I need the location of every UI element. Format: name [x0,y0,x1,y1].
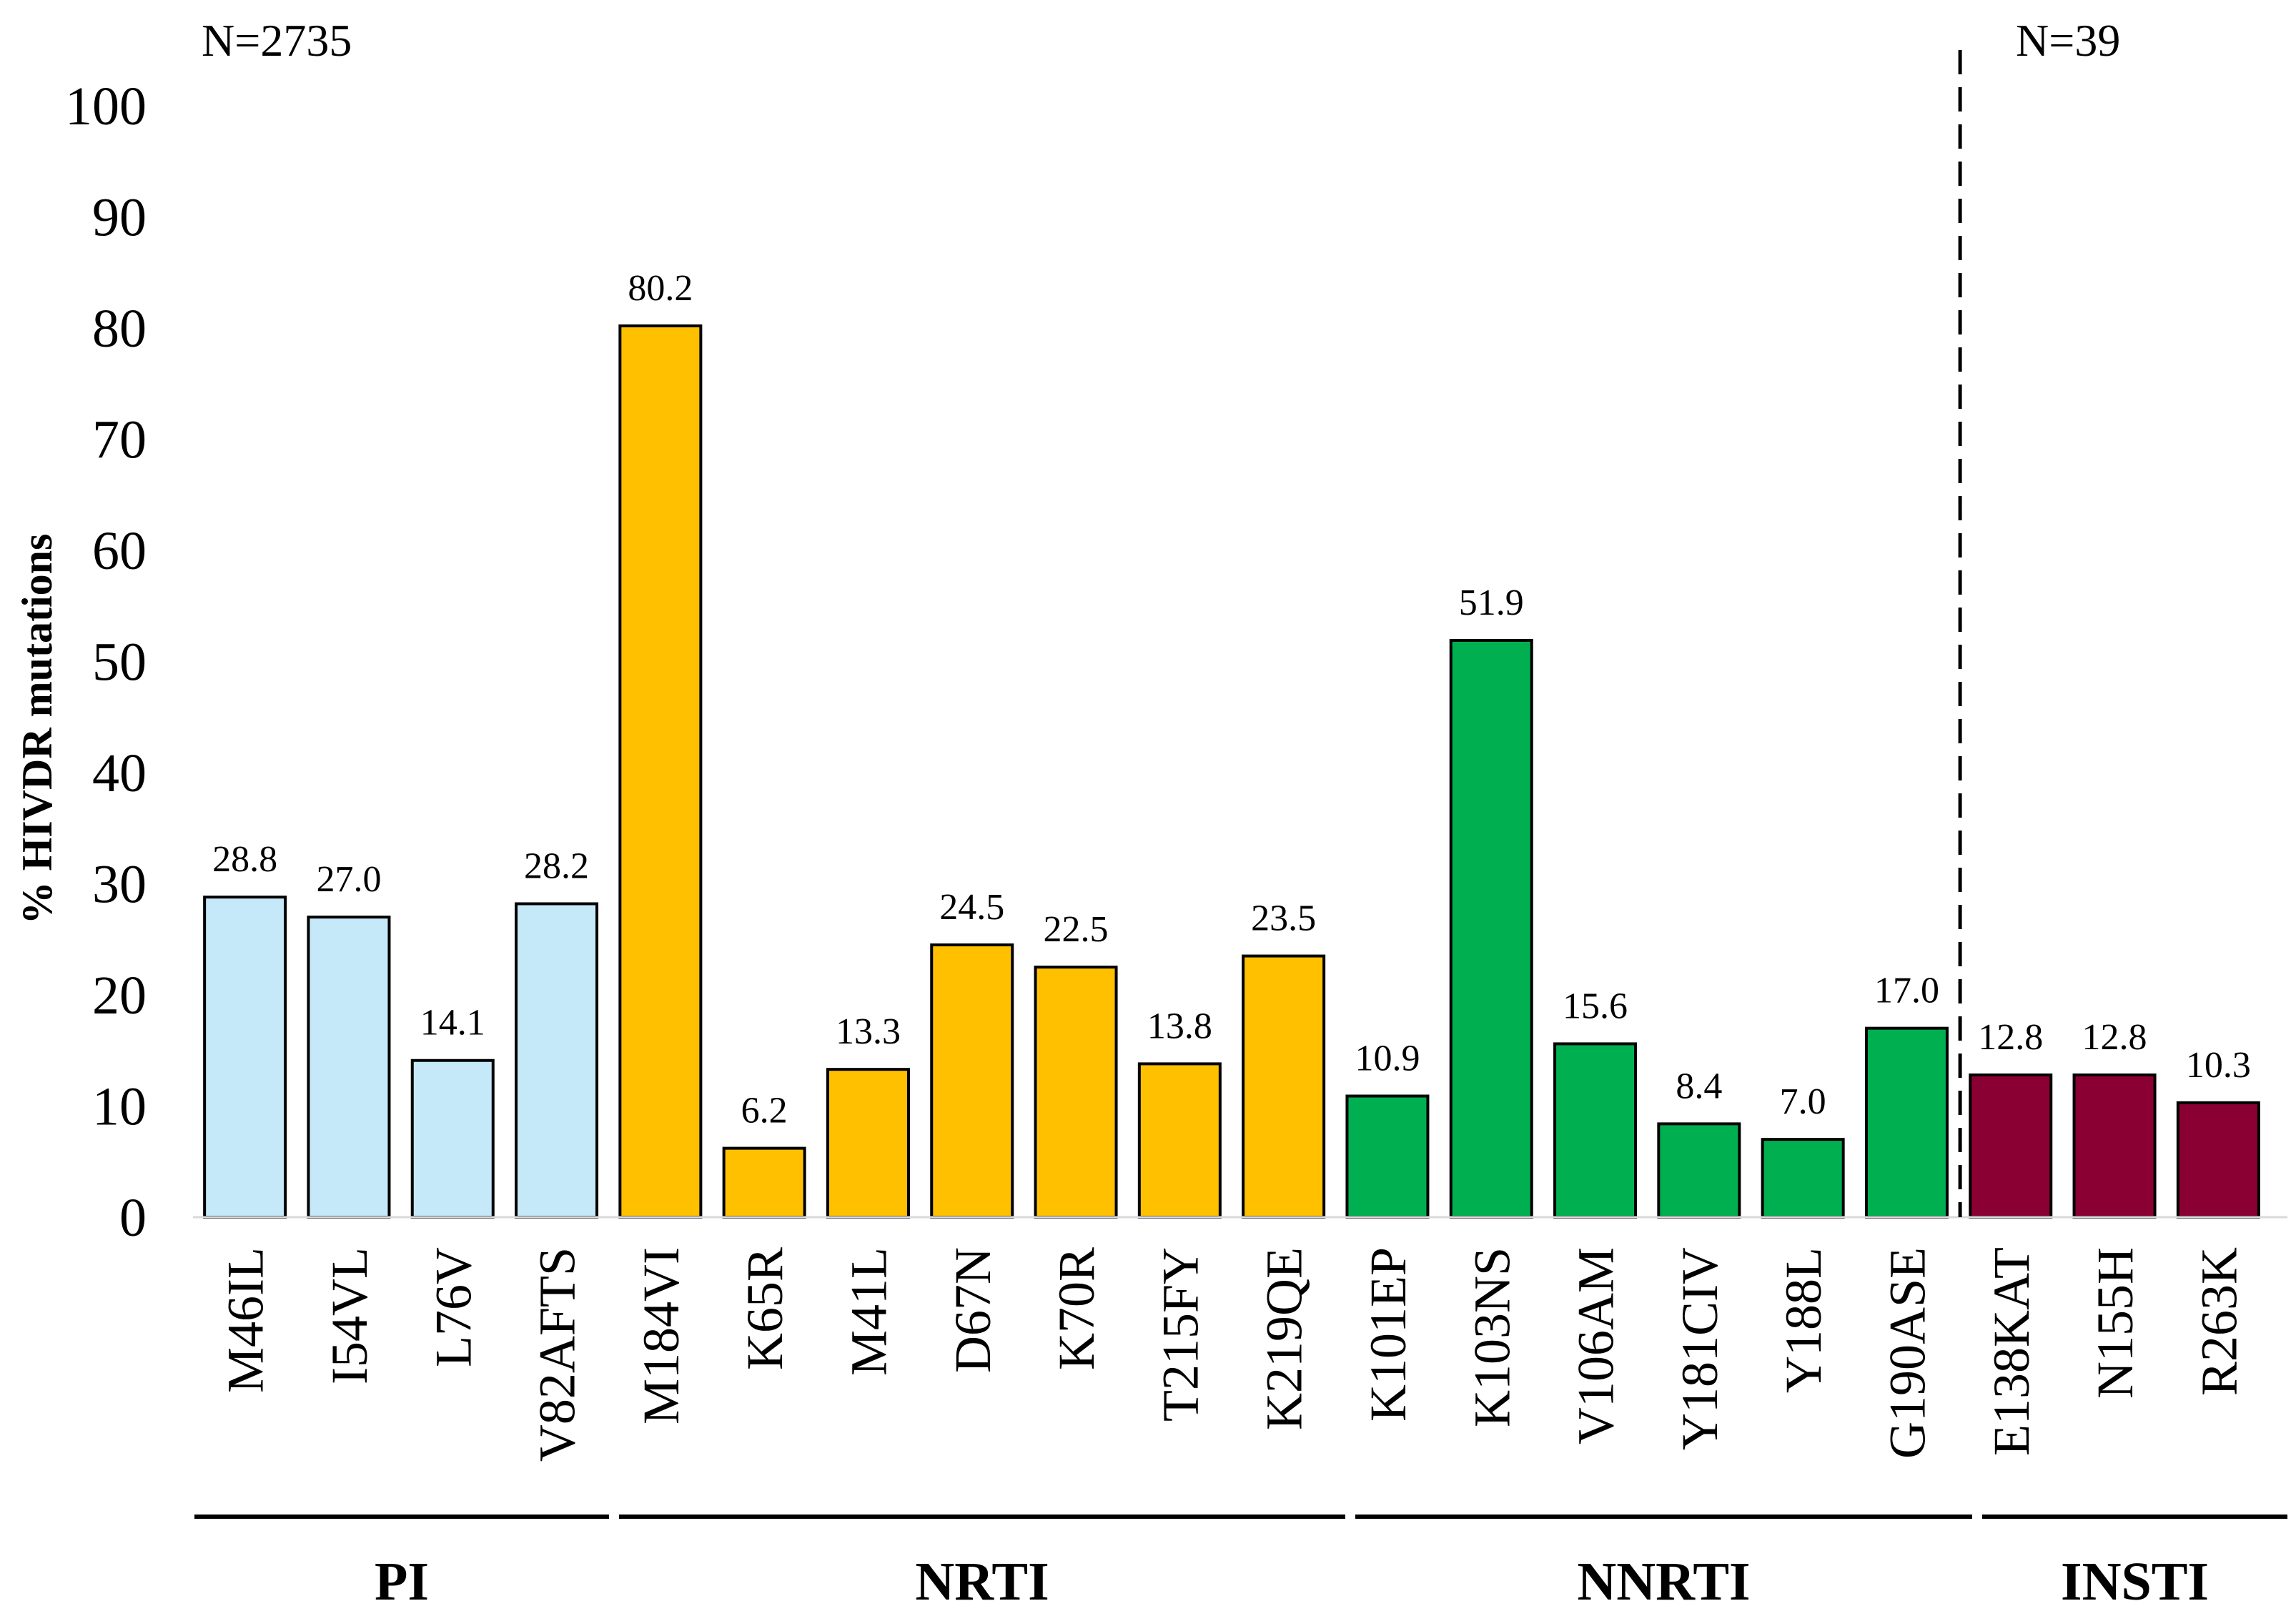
group-label-INSTI: INSTI [2061,1552,2209,1612]
category-label-Y181CIV: Y181CIV [1671,1247,1728,1450]
y-tick-label: 0 [119,1188,147,1248]
group-label-NRTI: NRTI [915,1552,1049,1612]
category-label-V106AM: V106AM [1568,1247,1625,1444]
bar-K70R [1034,966,1118,1219]
n-annotation-right: N=39 [2016,15,2120,66]
bar-Y188L [1761,1138,1845,1219]
y-tick-label: 10 [92,1077,147,1137]
category-label-N155H: N155H [2087,1247,2144,1399]
bar-L76V [410,1059,495,1219]
y-tick-label: 80 [92,299,147,359]
y-tick-label: 90 [92,188,147,248]
data-label-M41L: 13.3 [836,1011,901,1052]
y-tick-label: 70 [92,410,147,470]
category-label-K219QE: K219QE [1256,1247,1313,1430]
bar-G190ASE [1864,1026,1949,1219]
y-tick-label: 30 [92,855,147,915]
data-label-K65R: 6.2 [741,1091,788,1131]
bar-M184VI [618,324,703,1219]
bar-Y181CIV [1657,1122,1741,1219]
data-label-Y188L: 7.0 [1780,1081,1826,1122]
y-tick-label: 50 [92,633,147,693]
data-label-K101EP: 10.9 [1355,1038,1420,1079]
data-label-M184VI: 80.2 [628,268,693,309]
data-label-L76V: 14.1 [420,1003,485,1044]
y-tick-label: 100 [65,76,147,137]
category-label-D67N: D67N [944,1247,1001,1373]
category-label-Y188L: Y188L [1775,1247,1832,1393]
bar-M41L [826,1068,910,1219]
bar-K103NS [1449,638,1533,1219]
y-tick-label: 40 [92,743,147,803]
data-label-D67N: 24.5 [939,887,1004,928]
data-label-M46IL: 28.8 [212,839,277,880]
category-label-K70R: K70R [1048,1247,1105,1370]
x-axis: M46IL I54VL L76V V82AFTS M184VI K65R M41L D67N K… [193,50,2287,1462]
data-label-G190ASE: 17.0 [1874,971,1939,1011]
category-label-K103NS: K103NS [1463,1247,1520,1427]
category-label-M41L: M41L [840,1247,897,1376]
category-label-G190ASE: G190ASE [1879,1247,1936,1459]
bar-I54VL [307,916,391,1219]
data-label-T215FY: 13.8 [1147,1006,1212,1046]
data-label-N155H: 12.8 [2082,1017,2147,1058]
bars: 28.8 27.0 14.1 28.2 80.2 6.2 13.3 24.5 22.5 13.8 2… [203,268,2260,1219]
category-label-L76V: L76V [425,1247,482,1367]
category-label-K65R: K65R [736,1247,793,1370]
data-label-K70R: 22.5 [1044,909,1109,950]
bar-R263K [2176,1101,2260,1219]
bar-T215FY [1137,1062,1222,1219]
data-label-I54VL: 27.0 [316,859,381,900]
category-label-M46IL: M46IL [217,1247,274,1393]
category-label-E138KAT: E138KAT [1983,1247,2040,1456]
group-label-PI: PI [375,1552,429,1612]
bar-V82AFTS [515,902,599,1219]
data-label-E138KAT: 12.8 [1978,1017,2043,1058]
y-tick-label: 20 [92,966,147,1026]
category-label-M184VI: M184VI [633,1247,690,1424]
y-tick-label: 60 [92,521,147,581]
category-label-V82AFTS: V82AFTS [529,1247,586,1462]
bar-K65R [722,1146,806,1219]
category-label-T215FY: T215FY [1152,1247,1209,1422]
group-brackets: PI NRTI NNRTI INSTI [194,1515,2287,1612]
bar-E138KAT [1969,1073,2053,1219]
category-label-R263K: R263K [2190,1247,2247,1396]
data-label-K219QE: 23.5 [1251,898,1316,939]
bar-K219QE [1242,954,1326,1219]
n-annotation-left: N=2735 [202,15,352,66]
data-label-V82AFTS: 28.2 [524,846,589,886]
bar-V106AM [1553,1042,1638,1219]
bar-D67N [930,943,1014,1219]
data-label-Y181CIV: 8.4 [1676,1066,1722,1106]
bar-K101EP [1345,1094,1430,1219]
y-axis: 0 10 20 30 40 50 60 70 80 90 100 [65,76,147,1248]
data-label-R263K: 10.3 [2186,1045,2251,1086]
group-label-NNRTI: NNRTI [1577,1552,1750,1612]
bar-M46IL [203,896,287,1219]
category-label-I54VL: I54VL [321,1247,378,1384]
data-label-K103NS: 51.9 [1459,583,1524,623]
y-axis-title: % HIVDR mutations [14,534,61,925]
data-label-V106AM: 15.6 [1563,986,1628,1026]
bar-N155H [2072,1073,2157,1219]
category-label-K101EP: K101EP [1360,1247,1417,1422]
